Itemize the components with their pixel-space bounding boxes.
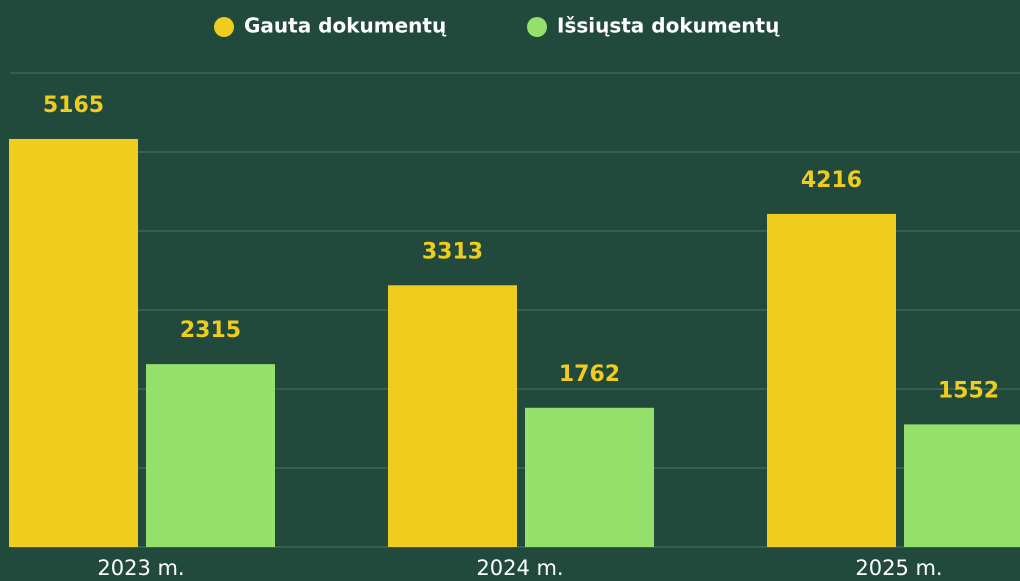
legend-label: Išsiųsta dokumentų [557, 14, 780, 38]
bar [388, 285, 517, 547]
x-tick-label: 2024 m. [476, 556, 563, 580]
x-tick-label: 2025 m. [855, 556, 942, 580]
legend-label: Gauta dokumentų [244, 14, 447, 38]
x-tick-label: 2023 m. [97, 556, 184, 580]
bar [525, 407, 654, 547]
value-label: 1762 [559, 362, 620, 387]
bar [767, 213, 896, 547]
value-label: 2315 [180, 318, 241, 343]
bar [904, 424, 1020, 547]
value-label: 5165 [43, 93, 104, 118]
legend-swatch [527, 17, 547, 37]
bar [146, 364, 275, 547]
value-label: 1552 [938, 378, 999, 403]
value-label: 3313 [422, 239, 483, 264]
legend-swatch [214, 17, 234, 37]
bar [9, 138, 138, 547]
value-label: 4216 [801, 168, 862, 193]
